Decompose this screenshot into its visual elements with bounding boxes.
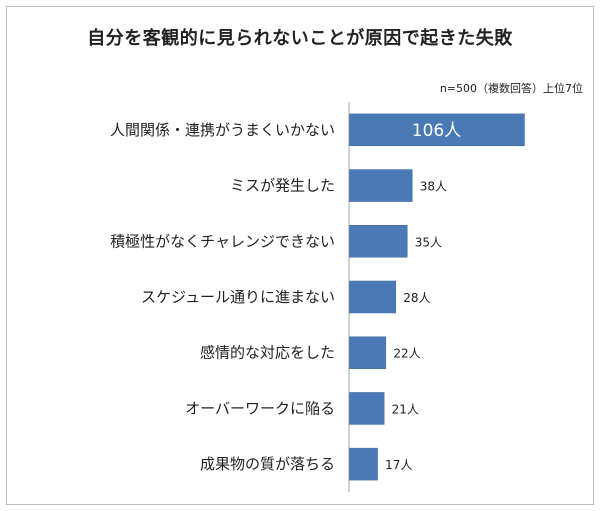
category-label: ミスが発生した bbox=[230, 177, 335, 195]
chart-subtitle: n=500（複数回答）上位7位 bbox=[439, 82, 583, 95]
value-label: 106人 bbox=[412, 121, 461, 141]
chart-frame bbox=[6, 6, 594, 505]
category-label: 成果物の質が落ちる bbox=[200, 455, 335, 473]
value-label: 38人 bbox=[420, 180, 447, 194]
value-label: 21人 bbox=[392, 402, 419, 416]
bar bbox=[349, 113, 525, 147]
bar bbox=[349, 225, 408, 258]
value-label: 17人 bbox=[385, 458, 412, 472]
value-label: 35人 bbox=[415, 235, 442, 249]
category-label: スケジュール通りに進まない bbox=[141, 288, 335, 306]
category-label: 感情的な対応をした bbox=[200, 344, 335, 362]
bar bbox=[349, 280, 396, 314]
category-label: 積極性がなくチャレンジできない bbox=[110, 232, 335, 250]
bar bbox=[349, 336, 387, 369]
value-label: 28人 bbox=[403, 291, 430, 305]
bar bbox=[349, 392, 385, 425]
bar bbox=[349, 447, 378, 481]
value-label: 22人 bbox=[393, 347, 420, 361]
category-label: オーバーワークに陥る bbox=[185, 399, 335, 417]
category-label: 人間関係・連携がうまくいかない bbox=[110, 121, 335, 139]
bar bbox=[349, 169, 413, 202]
chart-title: 自分を客観的に見られないことが原因で起きた失敗 bbox=[87, 28, 513, 49]
